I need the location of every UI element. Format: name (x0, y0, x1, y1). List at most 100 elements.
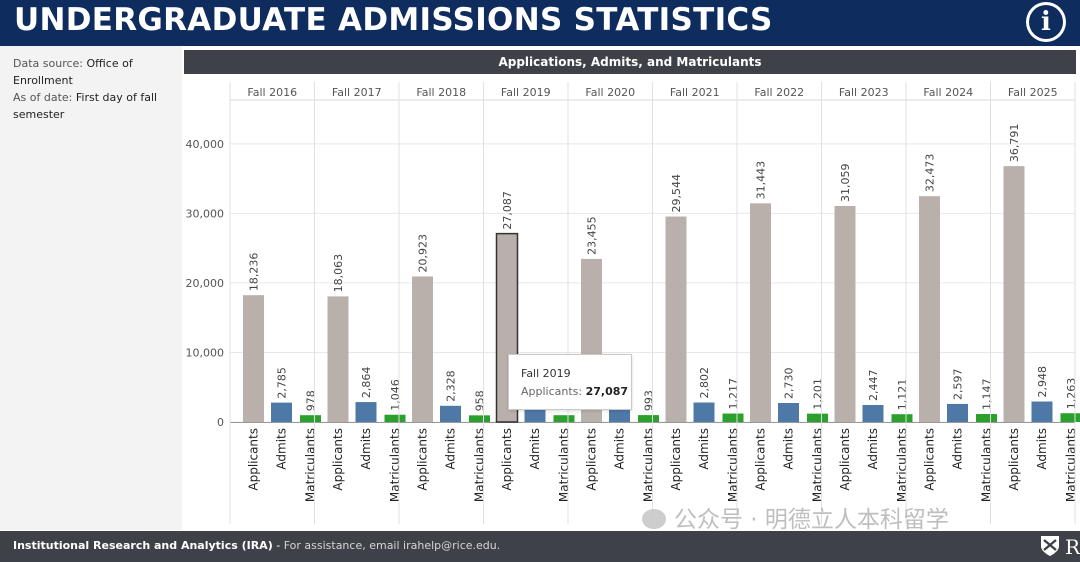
chart-title: Applications, Admits, and Matriculants (184, 50, 1076, 74)
x-tick-label: Applicants (923, 428, 937, 491)
data-label: 2,802 (698, 367, 711, 399)
admits-bar (778, 403, 799, 422)
x-tick-label: Matriculants (642, 428, 656, 502)
data-source-line: Data source: Office of (13, 55, 133, 72)
data-label: 2,864 (360, 367, 373, 399)
data-label: 2,447 (867, 369, 880, 401)
x-tick-label: Matriculants (473, 428, 487, 502)
data-label: 1,121 (896, 379, 909, 411)
applicants-bar (1003, 166, 1025, 422)
admits-bar (355, 402, 377, 422)
admits-bar (862, 404, 884, 422)
data-label: 1,217 (727, 378, 740, 410)
x-tick-label: Matriculants (726, 428, 740, 502)
applicants-bar (919, 196, 940, 422)
x-tick-label: Admits (782, 428, 796, 470)
matriculants-bar (553, 415, 575, 422)
x-tick-label: Admits (613, 428, 627, 470)
data-source-value-2: Enrollment (13, 74, 73, 87)
as-of-date-value: First day of fall (75, 91, 158, 104)
year-header: Fall 2019 (501, 86, 551, 99)
data-label: 1,263 (1065, 378, 1078, 410)
data-label: 32,473 (924, 154, 937, 193)
x-tick-label: Admits (275, 428, 289, 470)
side-panel: Data source: Office of Enrollment As of … (0, 46, 182, 530)
applicants-bar (412, 276, 433, 422)
x-tick-label: Applicants (331, 428, 345, 491)
info-icon[interactable]: i (1026, 2, 1066, 42)
year-header: Fall 2017 (332, 86, 382, 99)
data-label: 2,328 (445, 370, 458, 402)
watermark-text: 公众号 · 明德立人本科留学 (674, 507, 949, 533)
as-of-date-label: As of date: (13, 91, 73, 104)
x-tick-label: Applicants (585, 428, 599, 491)
data-label: 1,147 (981, 379, 994, 411)
footer-bar: Institutional Research and Analytics (IR… (0, 531, 1080, 562)
applicants-bar (665, 216, 687, 422)
watermark: 公众号 · 明德立人本科留学 (642, 500, 949, 534)
y-tick-label: 20,000 (186, 277, 225, 290)
admits-bar (693, 402, 715, 422)
data-label: 993 (643, 390, 656, 411)
year-header: Fall 2024 (923, 86, 973, 99)
year-header: Fall 2016 (247, 86, 297, 99)
rice-wordmark: RICE (1065, 535, 1080, 559)
matriculants-bar (300, 415, 321, 422)
rice-shield-icon (1041, 536, 1059, 556)
data-label: 958 (474, 390, 487, 411)
data-label: 2,597 (952, 368, 965, 400)
data-label: 31,059 (839, 163, 852, 202)
data-label: 2,948 (1036, 366, 1049, 398)
tooltip-value: 27,087 (585, 385, 629, 398)
matriculants-bar (469, 415, 490, 422)
year-header: Fall 2025 (1008, 86, 1058, 99)
x-tick-label: Applicants (754, 428, 768, 491)
data-label: 31,443 (755, 161, 768, 200)
matriculants-bar (976, 414, 997, 422)
data-label: 27,087 (501, 191, 514, 230)
info-glyph: i (1029, 5, 1063, 39)
data-source-label: Data source: (13, 57, 83, 70)
x-tick-label: Admits (444, 428, 458, 470)
x-tick-label: Admits (528, 428, 542, 470)
data-label: 18,063 (332, 254, 345, 293)
header-bar: UNDERGRADUATE ADMISSIONS STATISTICS i (0, 0, 1080, 46)
x-tick-label: Applicants (838, 428, 852, 491)
tooltip-value-line: Applicants: 27,087 (521, 385, 628, 398)
data-label: 36,791 (1008, 124, 1021, 163)
y-tick-label: 30,000 (186, 207, 225, 220)
wechat-icon (642, 509, 666, 529)
x-tick-label: Applicants (416, 428, 430, 491)
footer-org: Institutional Research and Analytics (IR… (13, 539, 273, 552)
footer-sep: - (272, 539, 284, 552)
data-label: 978 (305, 390, 318, 411)
x-tick-label: Matriculants (895, 428, 909, 502)
x-tick-label: Matriculants (557, 428, 571, 502)
x-tick-label: Matriculants (304, 428, 318, 502)
x-tick-label: Admits (359, 428, 373, 470)
x-tick-label: Admits (951, 428, 965, 470)
as-of-date-value-2: semester (13, 108, 65, 121)
as-of-date-line-2: semester (13, 106, 64, 123)
year-header: Fall 2020 (585, 86, 635, 99)
footer-assist: For assistance, email irahelp@rice.edu. (283, 539, 501, 552)
x-tick-label: Admits (1035, 428, 1049, 470)
matriculants-bar (891, 414, 913, 422)
data-source-line-2: Enrollment (13, 72, 73, 89)
applicants-bar (834, 205, 856, 422)
data-source-value: Office of (86, 57, 133, 70)
y-tick-label: 40,000 (186, 138, 225, 151)
matriculants-bar (1060, 413, 1080, 422)
admits-bar (440, 405, 461, 422)
x-tick-label: Applicants (669, 428, 683, 491)
tooltip: Fall 2019 Applicants: 27,087 (508, 354, 632, 410)
y-tick-label: 10,000 (186, 346, 225, 359)
data-label: 29,544 (670, 174, 683, 213)
matriculants-bar (384, 414, 406, 422)
matriculants-bar (807, 413, 828, 422)
x-tick-label: Admits (866, 428, 880, 470)
data-label: 2,785 (276, 367, 289, 399)
x-tick-label: Matriculants (1064, 428, 1078, 502)
admits-bar (1031, 401, 1053, 422)
bar-chart: 0 10,000 20,000 30,000 40,000 Fall 2016 18,236… (186, 82, 1080, 524)
